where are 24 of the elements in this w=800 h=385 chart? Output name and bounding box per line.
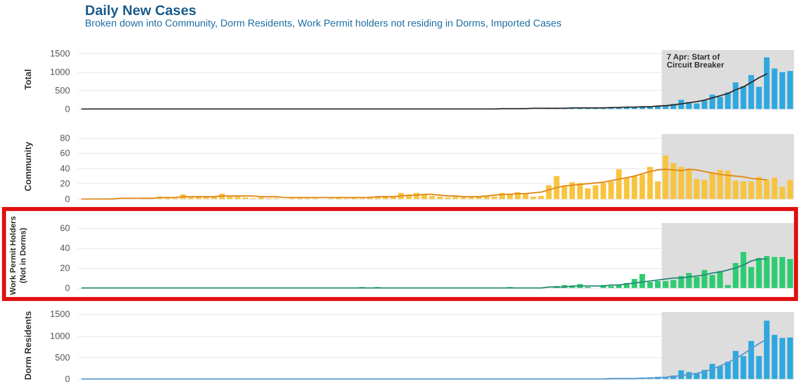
y-tick-label: 20 xyxy=(60,178,70,189)
y-tick-label: 0 xyxy=(64,283,70,293)
y-axis-title: Work Permit Holders (Not in Dorms) xyxy=(8,215,28,295)
y-tick-label: 40 xyxy=(60,243,70,253)
y-tick-label: 60 xyxy=(60,223,70,233)
y-tick-label: 0 xyxy=(64,374,70,384)
chart-subtitle: Broken down into Community, Dorm Residents, Work Permit holders not residing in Dorms, Imported Cases xyxy=(85,18,562,30)
y-tick-label: 1500 xyxy=(50,48,70,59)
annotation: 7 Apr: Start of Circuit Breaker xyxy=(666,52,724,70)
y-tick-label: 0 xyxy=(64,194,70,204)
y-tick-label: 1000 xyxy=(50,330,70,341)
y-axis-title: Dorm Residents xyxy=(23,310,33,380)
y-tick-label: 1000 xyxy=(50,67,70,78)
y-tick-label: 40 xyxy=(60,163,70,174)
chart-title: Daily New Cases xyxy=(85,2,196,18)
y-tick-label: 20 xyxy=(60,263,70,273)
y-tick-label: 80 xyxy=(60,132,70,143)
y-tick-label: 60 xyxy=(60,148,70,158)
y-tick-label: 0 xyxy=(64,104,70,114)
y-axis-title: Community xyxy=(23,142,33,192)
y-tick-label: 500 xyxy=(54,352,70,362)
y-axis-title: Total xyxy=(23,69,33,90)
y-tick-label: 500 xyxy=(54,86,70,96)
y-tick-label: 1500 xyxy=(50,309,70,320)
